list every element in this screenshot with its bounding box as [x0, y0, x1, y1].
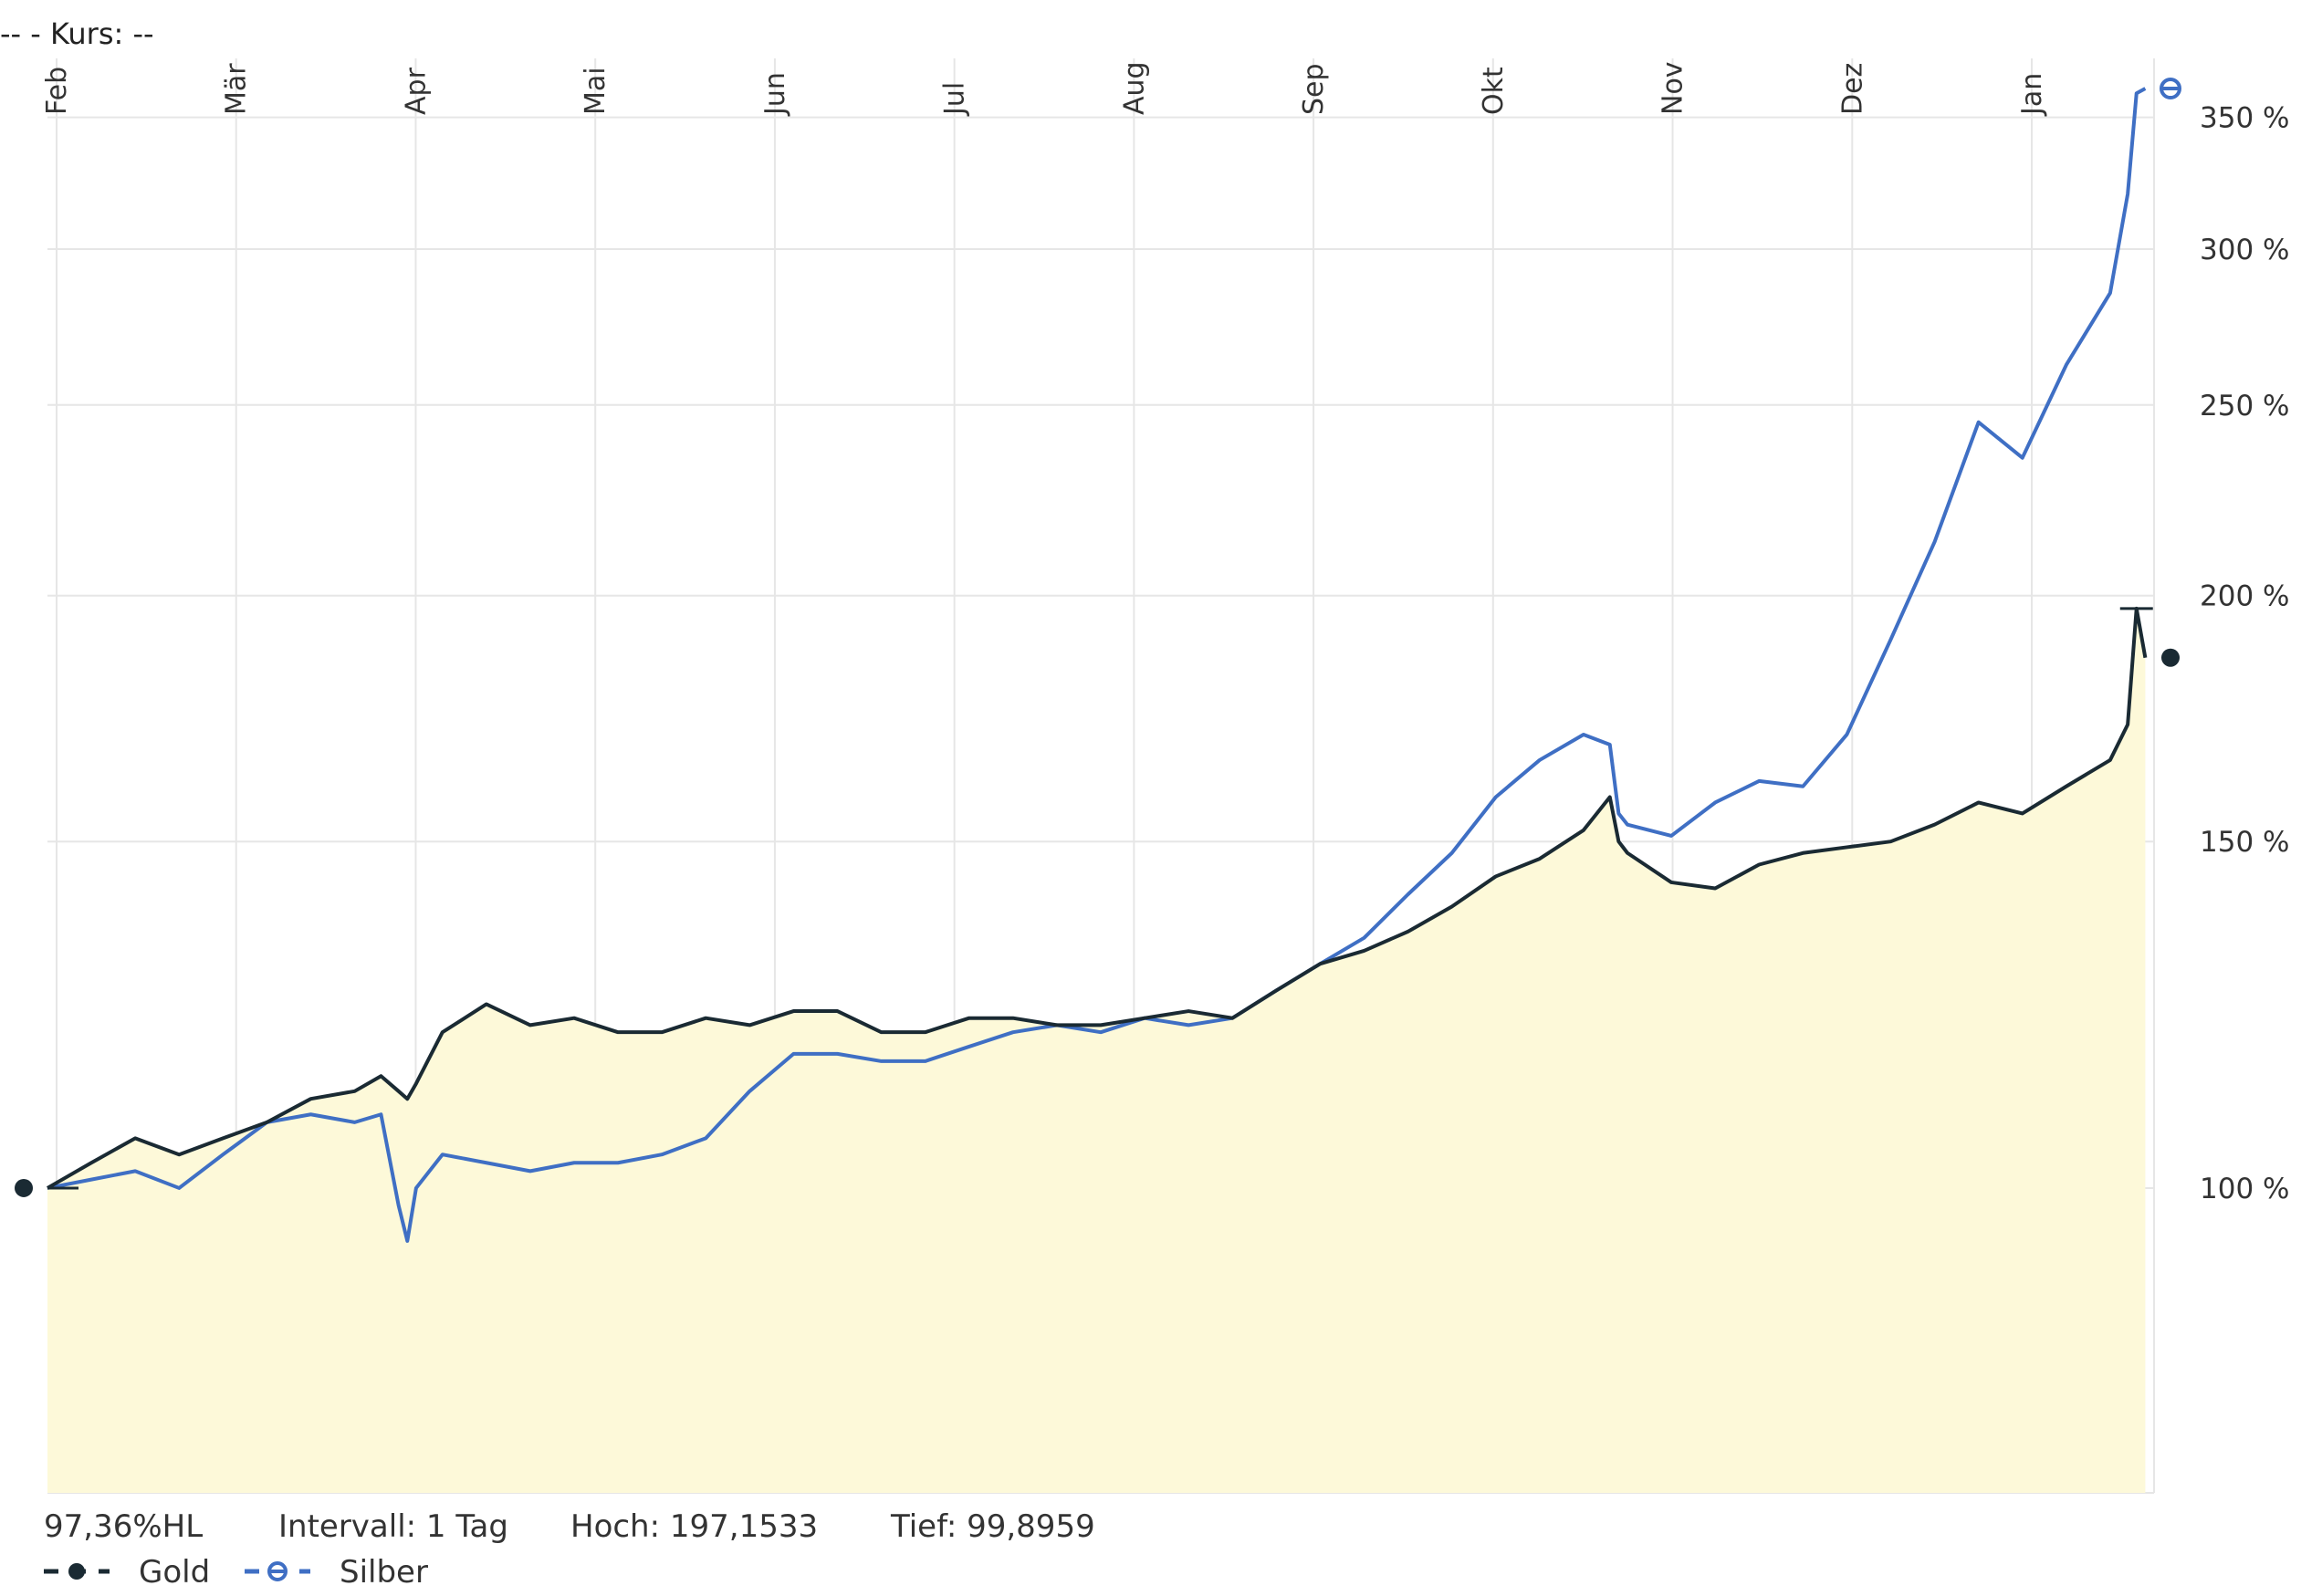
gold-start-marker: [15, 1178, 33, 1197]
y-tick-label: 200 %: [2200, 580, 2289, 613]
footer-high: Hoch: 197,1533: [570, 1508, 818, 1545]
series-lines: [47, 87, 2148, 1243]
gold-line: [47, 606, 2148, 1190]
x-axis-labels: Feb Mär Apr Mai Jun Jul Aug Sep Okt Nov Dez Jan: [41, 61, 2048, 117]
month-label: Nov: [1658, 61, 1689, 115]
month-label: Jul: [939, 82, 971, 117]
y-tick-label: 150 %: [2200, 826, 2289, 859]
header-text: -- - Kurs: --: [0, 16, 154, 51]
footer-change: 97,36%HL: [44, 1508, 203, 1545]
month-label: Jun: [759, 72, 791, 117]
month-label: Dez: [1836, 63, 1868, 115]
y-tick-label: 300 %: [2200, 234, 2289, 266]
footer-low: Tief: 99,8959: [890, 1508, 1095, 1545]
month-label: Jan: [2016, 73, 2048, 117]
legend: Gold Silber: [44, 1554, 428, 1591]
legend-silber-label: Silber: [340, 1554, 428, 1591]
legend-gold-label: Gold: [139, 1554, 210, 1591]
month-label: Okt: [1478, 67, 1510, 115]
y-tick-label: 350 %: [2200, 102, 2289, 135]
y-axis-labels: 100 % 150 % 200 % 250 % 300 % 350 %: [2200, 102, 2289, 1205]
legend-item-silber[interactable]: Silber: [245, 1554, 428, 1591]
legend-gold-marker: [68, 1563, 85, 1580]
month-label: Apr: [400, 67, 432, 115]
gold-end-marker: [2161, 648, 2180, 667]
month-label: Mai: [580, 67, 612, 115]
month-label: Feb: [41, 67, 73, 115]
area-fill: [47, 608, 2146, 1493]
month-label: Aug: [1118, 61, 1150, 115]
gold-area: [47, 608, 2146, 1493]
legend-item-gold[interactable]: Gold: [44, 1554, 210, 1591]
series-markers: [15, 78, 2181, 1197]
y-tick-label: 100 %: [2200, 1173, 2289, 1205]
footer-interval: Intervall: 1 Tag: [278, 1508, 508, 1545]
month-label: Mär: [221, 63, 253, 115]
silber-line: [47, 87, 2147, 1243]
y-tick-label: 250 %: [2200, 390, 2289, 422]
month-label: Sep: [1298, 63, 1330, 115]
